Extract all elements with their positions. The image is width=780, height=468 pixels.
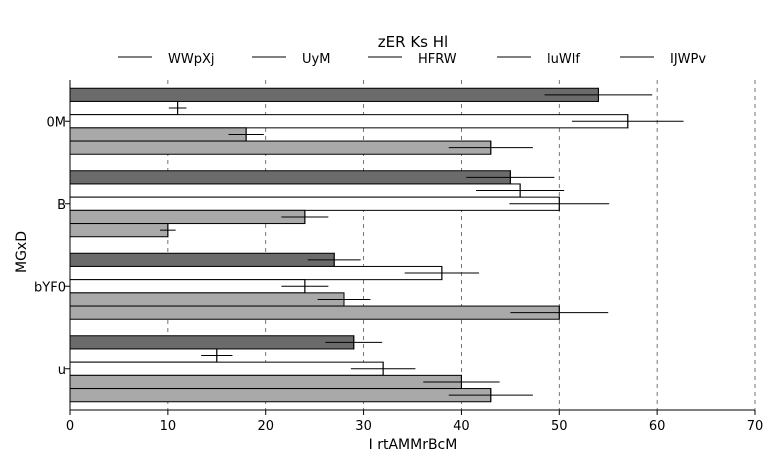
chart-title: zER Ks Hl xyxy=(378,33,448,51)
bar xyxy=(69,348,218,363)
legend-label: UyM xyxy=(302,52,330,67)
x-axis-label: I rtAMMrBcM xyxy=(369,437,458,453)
bar xyxy=(69,279,306,294)
bar xyxy=(69,170,511,185)
bar xyxy=(69,127,247,142)
bar xyxy=(69,265,443,281)
x-tick-label: 70 xyxy=(747,419,764,434)
legend-label: IJWPv xyxy=(670,52,706,67)
y-axis-label: MGxD xyxy=(14,231,30,273)
bar xyxy=(69,183,521,198)
x-tick-label: 40 xyxy=(453,419,470,434)
x-tick-label: 20 xyxy=(257,419,274,434)
legend-label: WWpXj xyxy=(168,52,214,67)
bar xyxy=(69,209,306,225)
bar xyxy=(69,388,492,403)
x-tick-label: 50 xyxy=(551,419,568,434)
legend-label: HFRW xyxy=(418,52,457,67)
y-tick-label: B xyxy=(57,198,66,213)
y-tick-label: bYF0 xyxy=(34,280,66,295)
legend-label: luWlf xyxy=(547,52,580,67)
bar xyxy=(69,223,169,238)
bar xyxy=(69,374,462,390)
bar xyxy=(69,252,335,267)
bar xyxy=(69,114,629,129)
bar xyxy=(69,100,179,116)
x-tick-label: 0 xyxy=(66,419,74,434)
bar xyxy=(69,305,560,320)
legend: WWpXj UyM HFRW luWlf IJWPv xyxy=(118,52,706,67)
grid xyxy=(167,80,756,410)
bar xyxy=(69,361,384,376)
x-tick-label: 60 xyxy=(649,419,666,434)
bars xyxy=(69,87,684,403)
bar xyxy=(69,196,560,211)
x-tick-label: 10 xyxy=(160,419,177,434)
bar xyxy=(69,335,355,350)
bar xyxy=(69,87,599,102)
bar xyxy=(69,292,345,307)
x-tick-label: 30 xyxy=(355,419,372,434)
bar xyxy=(69,140,492,155)
y-tick-label: u xyxy=(58,363,66,378)
y-tick-label: 0M xyxy=(47,115,67,130)
